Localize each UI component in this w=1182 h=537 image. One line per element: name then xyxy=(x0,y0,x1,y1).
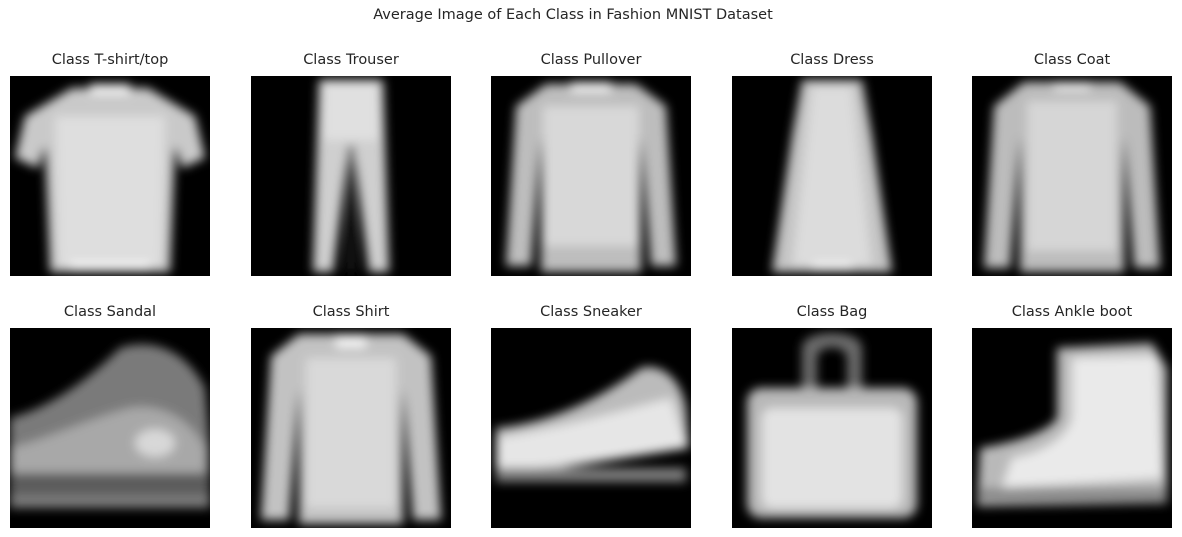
panel-title: Class Pullover xyxy=(540,52,642,68)
panel-title: Class Shirt xyxy=(312,304,390,320)
figure-title: Average Image of Each Class in Fashion M… xyxy=(373,7,773,23)
avg-image-bag xyxy=(732,328,932,528)
panel-title: Class Trouser xyxy=(303,52,399,68)
avg-image-sandal xyxy=(10,328,210,528)
panel-title: Class Sneaker xyxy=(540,304,642,320)
avg-image-coat xyxy=(972,76,1172,276)
avg-image-tshirt xyxy=(10,76,210,276)
panel-title: Class Dress xyxy=(790,52,874,68)
panel-title: Class Coat xyxy=(1033,52,1111,68)
avg-image-sneaker xyxy=(491,328,691,528)
panel-title: Class T-shirt/top xyxy=(51,52,169,68)
panel-title: Class Bag xyxy=(796,304,868,320)
avg-image-dress xyxy=(732,76,932,276)
panel-title: Class Ankle boot xyxy=(1011,304,1133,320)
avg-image-pullover xyxy=(491,76,691,276)
avg-image-ankle-boot xyxy=(972,328,1172,528)
avg-image-shirt xyxy=(251,328,451,528)
panel-title: Class Sandal xyxy=(63,304,157,320)
avg-image-trouser xyxy=(251,76,451,276)
